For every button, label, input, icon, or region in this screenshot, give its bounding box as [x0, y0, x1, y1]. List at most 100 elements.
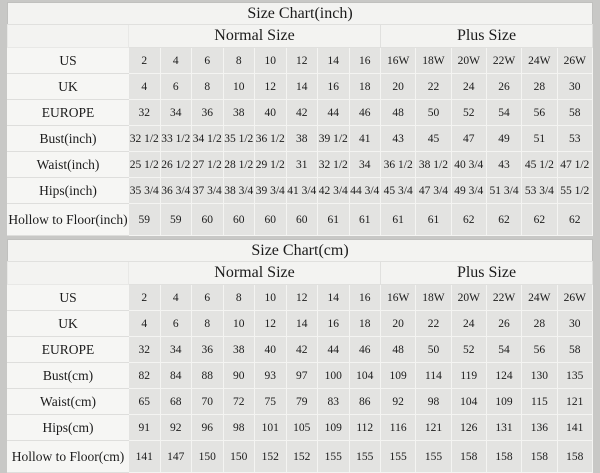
- size-value-cell: 60: [285, 203, 319, 236]
- size-value-cell: 70: [191, 388, 224, 415]
- size-value-cell: 44: [317, 336, 350, 363]
- row-label: Hollow to Floor(cm): [6, 440, 130, 473]
- size-value-cell: 53: [556, 125, 593, 152]
- plus-size-header: Plus Size: [380, 24, 593, 48]
- row-label: EUROPE: [6, 336, 130, 363]
- size-value-cell: 53 3/4: [521, 177, 558, 204]
- table-row: Hollow to Floor(cm) 141 147 150 150 152 152 155…: [6, 440, 593, 473]
- size-value-cell: 6: [159, 73, 193, 100]
- size-value-cell: 61: [317, 203, 350, 236]
- size-value-cell: 44 3/4: [348, 177, 382, 204]
- size-value-cell: 18W: [415, 284, 452, 311]
- size-value-cell: 16: [317, 310, 350, 337]
- normal-size-header: Normal Size: [128, 24, 382, 48]
- size-value-cell: 105: [285, 414, 319, 441]
- size-value-cell: 10: [254, 47, 287, 74]
- size-value-cell: 45 1/2: [521, 151, 558, 178]
- size-value-cell: 8: [222, 47, 256, 74]
- size-value-cell: 52: [450, 99, 487, 126]
- size-value-cell: 51 3/4: [485, 177, 523, 204]
- size-value-cell: 62: [485, 203, 523, 236]
- size-value-cell: 109: [317, 414, 350, 441]
- size-value-cell: 12: [285, 47, 319, 74]
- size-value-cell: 48: [380, 336, 417, 363]
- size-value-cell: 26W: [556, 284, 593, 311]
- size-value-cell: 58: [556, 99, 593, 126]
- size-value-cell: 35 3/4: [128, 177, 161, 204]
- size-value-cell: 12: [285, 284, 319, 311]
- size-value-cell: 28 1/2: [222, 151, 256, 178]
- size-value-cell: 56: [521, 336, 558, 363]
- table-row: EUROPE 32 34 36 38 40 42 44 46 48 50 52 54 56 58: [6, 336, 593, 363]
- size-value-cell: 22W: [485, 47, 523, 74]
- table-title: Size Chart(cm): [7, 239, 593, 262]
- size-value-cell: 43: [380, 125, 417, 152]
- column-group-row: Normal Size Plus Size: [6, 24, 593, 48]
- size-value-cell: 131: [485, 414, 523, 441]
- size-value-cell: 121: [415, 414, 452, 441]
- table-row: Hollow to Floor(inch) 59 59 60 60 60 60 61 61 61 6…: [6, 203, 593, 236]
- table-row: UK 4 6 8 10 12 14 16 18 20 22 24 26 28 30: [6, 73, 593, 100]
- size-value-cell: 12: [254, 310, 287, 337]
- size-value-cell: 40 3/4: [450, 151, 487, 178]
- size-value-cell: 33 1/2: [159, 125, 193, 152]
- size-value-cell: 115: [521, 388, 558, 415]
- size-value-cell: 32 1/2: [317, 151, 350, 178]
- size-value-cell: 141: [128, 440, 161, 473]
- size-value-cell: 12: [254, 73, 287, 100]
- size-value-cell: 41 3/4: [285, 177, 319, 204]
- size-value-cell: 24: [450, 73, 487, 100]
- size-value-cell: 51: [521, 125, 558, 152]
- table-row: EUROPE 32 34 36 38 40 42 44 46 48 50 52 54 56 58: [6, 99, 593, 126]
- row-label: Waist(cm): [6, 388, 130, 415]
- table-row: Waist(cm) 65 68 70 72 75 79 83 86 92 98 104 109 115 12…: [6, 388, 593, 415]
- size-value-cell: 98: [415, 388, 452, 415]
- size-value-cell: 97: [285, 362, 319, 389]
- size-value-cell: 121: [556, 388, 593, 415]
- size-value-cell: 32: [128, 99, 161, 126]
- size-value-cell: 112: [348, 414, 382, 441]
- size-value-cell: 93: [254, 362, 287, 389]
- row-label: US: [6, 284, 130, 311]
- size-value-cell: 49: [485, 125, 523, 152]
- size-value-cell: 2: [128, 284, 161, 311]
- size-value-cell: 22: [415, 310, 452, 337]
- size-value-cell: 90: [222, 362, 256, 389]
- size-value-cell: 2: [128, 47, 161, 74]
- size-value-cell: 36: [191, 99, 224, 126]
- size-value-cell: 20: [380, 73, 417, 100]
- size-value-cell: 104: [450, 388, 487, 415]
- size-value-cell: 39 3/4: [254, 177, 287, 204]
- size-value-cell: 32 1/2: [128, 125, 161, 152]
- size-value-cell: 65: [128, 388, 161, 415]
- size-value-cell: 75: [254, 388, 287, 415]
- size-value-cell: 49 3/4: [450, 177, 487, 204]
- size-value-cell: 24: [450, 310, 487, 337]
- size-value-cell: 34: [159, 336, 193, 363]
- size-value-cell: 62: [521, 203, 558, 236]
- size-value-cell: 56: [521, 99, 558, 126]
- table-row: US 2 4 6 8 10 12 14 16 16W 18W 20W 22W 24W 26W: [6, 47, 593, 74]
- row-label: UK: [6, 73, 130, 100]
- size-value-cell: 40: [254, 99, 287, 126]
- corner-cell: [6, 24, 130, 48]
- size-value-cell: 10: [222, 73, 256, 100]
- size-value-cell: 6: [191, 284, 224, 311]
- size-value-cell: 60: [254, 203, 287, 236]
- size-value-cell: 4: [159, 47, 193, 74]
- size-value-cell: 16: [348, 47, 382, 74]
- size-value-cell: 62: [556, 203, 593, 236]
- table-row: UK 4 6 8 10 12 14 16 18 20 22 24 26 28 30: [6, 310, 593, 337]
- size-value-cell: 28: [521, 73, 558, 100]
- table-row: US 2 4 6 8 10 12 14 16 16W 18W 20W 22W 24W 26W: [6, 284, 593, 311]
- size-value-cell: 62: [450, 203, 487, 236]
- size-value-cell: 18: [348, 310, 382, 337]
- row-label: Hollow to Floor(inch): [6, 203, 130, 236]
- size-value-cell: 155: [415, 440, 452, 473]
- size-value-cell: 46: [348, 336, 382, 363]
- size-value-cell: 54: [485, 99, 523, 126]
- size-value-cell: 158: [485, 440, 523, 473]
- size-value-cell: 6: [191, 47, 224, 74]
- size-value-cell: 116: [380, 414, 417, 441]
- column-group-row: Normal Size Plus Size: [6, 261, 593, 285]
